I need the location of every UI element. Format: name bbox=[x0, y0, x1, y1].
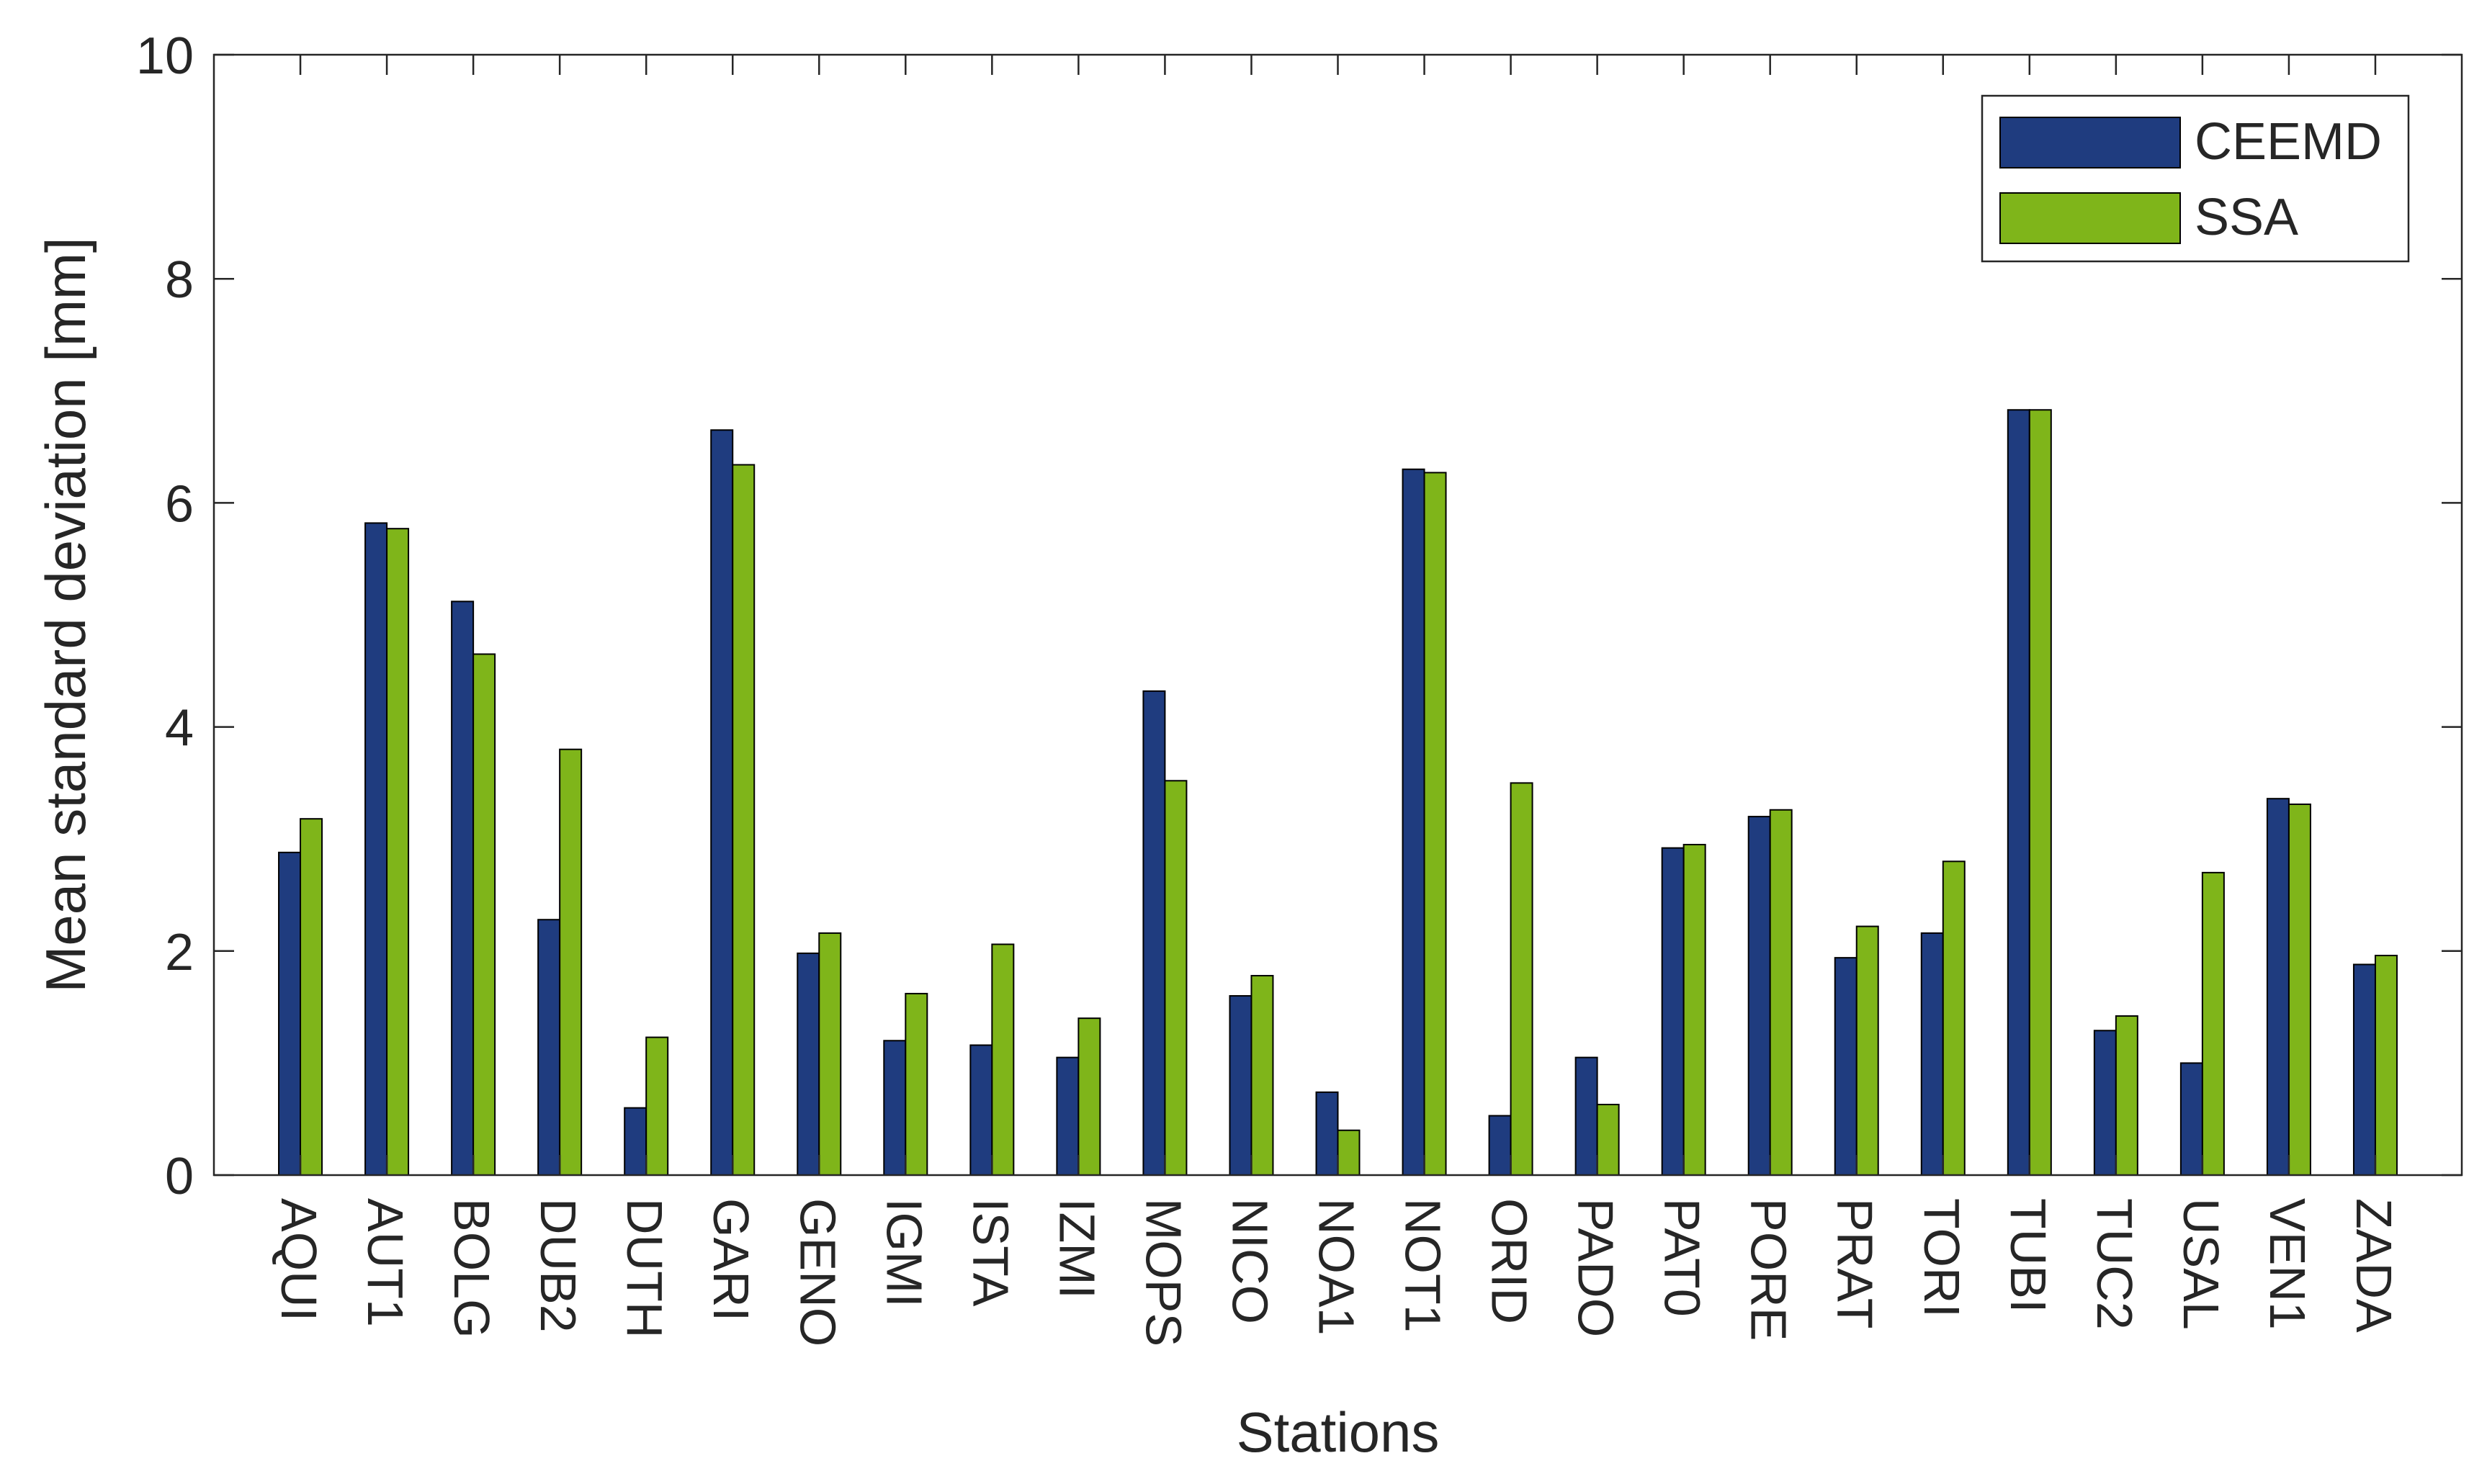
bar-ceemd-duth bbox=[624, 1107, 647, 1177]
legend-label-ssa: SSA bbox=[2195, 189, 2298, 246]
bar-ceemd-mops bbox=[1142, 690, 1166, 1176]
bar-ceemd-geno bbox=[797, 952, 820, 1176]
bars-layer bbox=[278, 409, 2398, 1177]
y-tick-label: 0 bbox=[165, 1148, 194, 1205]
x-tick-label-prat: PRAT bbox=[1827, 1198, 1883, 1329]
legend-swatch-ceemd bbox=[1999, 117, 2181, 168]
axes-layer bbox=[212, 53, 2463, 1177]
bar-ssa-ven1 bbox=[2287, 803, 2311, 1176]
bar-ssa-pat0 bbox=[1682, 843, 1706, 1176]
bar-ceemd-gari bbox=[710, 429, 734, 1176]
x-tick-label-igmi: IGMI bbox=[876, 1198, 932, 1308]
x-tick-label-tuc2: TUC2 bbox=[2087, 1198, 2143, 1330]
bar-ssa-prat bbox=[1855, 925, 1879, 1176]
bar-ssa-noa1 bbox=[1337, 1129, 1361, 1177]
bar-ceemd-noa1 bbox=[1315, 1091, 1339, 1176]
y-tick-label: 2 bbox=[165, 924, 194, 981]
x-tick-label-tubi: TUBI bbox=[2000, 1198, 2056, 1313]
x-tick-label-ven1: VEN1 bbox=[2259, 1198, 2316, 1330]
bar-ceemd-bolg bbox=[451, 601, 475, 1176]
bar-ssa-bolg bbox=[472, 653, 496, 1176]
bar-ceemd-usal bbox=[2179, 1062, 2203, 1177]
x-tick-label-usal: USAL bbox=[2173, 1198, 2229, 1330]
x-tick-label-geno: GENO bbox=[789, 1198, 846, 1346]
labels-layer: 0 2 4 6 8 10 AQUI AUT1 BOLG DUB2 DUTH GARI GENO IGMI I… bbox=[34, 27, 2402, 1464]
bar-ceemd-tubi bbox=[2007, 409, 2030, 1177]
x-tick-label-ista: ISTA bbox=[962, 1198, 1018, 1307]
x-tick-label-dub2: DUB2 bbox=[530, 1198, 586, 1333]
bar-ssa-mops bbox=[1164, 780, 1188, 1176]
bar-ceemd-aqui bbox=[278, 851, 302, 1176]
legend-label-ceemd: CEEMD bbox=[2195, 113, 2382, 171]
x-tick-label-bolg: BOLG bbox=[444, 1198, 500, 1339]
x-tick-label-not1: NOT1 bbox=[1395, 1198, 1451, 1333]
legend: CEEMD SSA bbox=[1981, 94, 2410, 263]
y-tick-label: 6 bbox=[165, 475, 194, 533]
bar-ceemd-ven1 bbox=[2266, 798, 2290, 1176]
bar-ceemd-tori bbox=[1920, 932, 1944, 1177]
bar-ceemd-zada bbox=[2352, 963, 2376, 1177]
bar-ceemd-izmi bbox=[1056, 1056, 1080, 1176]
bar-ceemd-ista bbox=[969, 1044, 993, 1177]
y-tick-label: 8 bbox=[165, 251, 194, 309]
bar-ceemd-orid bbox=[1488, 1115, 1512, 1176]
x-tick-label-nico: NICO bbox=[1222, 1198, 1278, 1324]
y-tick-label: 10 bbox=[136, 27, 194, 85]
bar-ssa-tubi bbox=[2028, 409, 2052, 1177]
x-tick-label-aut1: AUT1 bbox=[357, 1198, 413, 1327]
x-tick-label-gari: GARI bbox=[703, 1198, 759, 1321]
bar-ceemd-igmi bbox=[883, 1040, 907, 1177]
bar-ssa-nico bbox=[1250, 975, 1274, 1176]
bar-ssa-zada bbox=[2374, 955, 2398, 1177]
x-tick-label-pat0: PAT0 bbox=[1654, 1198, 1711, 1317]
bar-ssa-ista bbox=[991, 943, 1015, 1176]
x-tick-label-zada: ZADA bbox=[2346, 1198, 2402, 1333]
bar-ssa-aqui bbox=[300, 818, 323, 1177]
bar-ceemd-prat bbox=[1834, 957, 1858, 1176]
bar-ceemd-pore bbox=[1747, 816, 1771, 1176]
x-tick-label-aqui: AQUI bbox=[271, 1198, 327, 1321]
x-tick-label-izmi: IZMI bbox=[1049, 1198, 1105, 1299]
bar-ssa-pore bbox=[1769, 809, 1793, 1177]
x-tick-label-pado: PADO bbox=[1568, 1198, 1624, 1337]
bar-ssa-usal bbox=[2201, 871, 2225, 1176]
bar-ceemd-aut1 bbox=[364, 522, 388, 1176]
bar-ssa-aut1 bbox=[386, 528, 410, 1176]
x-tick-label-duth: DUTH bbox=[617, 1198, 673, 1338]
bar-ssa-geno bbox=[818, 932, 842, 1177]
x-tick-label-mops: MOPS bbox=[1135, 1198, 1191, 1346]
bar-ceemd-dub2 bbox=[537, 919, 561, 1177]
bar-ceemd-pat0 bbox=[1661, 847, 1685, 1176]
legend-swatch-ssa bbox=[1999, 192, 2181, 244]
bar-ssa-pado bbox=[1596, 1103, 1620, 1177]
bar-ceemd-not1 bbox=[1402, 468, 1425, 1176]
bar-ssa-gari bbox=[732, 464, 756, 1176]
bar-ssa-duth bbox=[645, 1036, 669, 1177]
bar-ssa-tuc2 bbox=[2115, 1015, 2138, 1176]
x-tick-label-pore: PORE bbox=[1741, 1198, 1797, 1341]
y-axis-label: Mean standard deviation [mm] bbox=[34, 237, 97, 992]
bar-ceemd-tuc2 bbox=[2093, 1030, 2117, 1176]
bar-ssa-orid bbox=[1510, 782, 1533, 1176]
bar-ssa-izmi bbox=[1077, 1017, 1101, 1177]
bar-ssa-igmi bbox=[905, 992, 928, 1176]
bar-ssa-not1 bbox=[1423, 472, 1447, 1176]
x-tick-label-orid: ORID bbox=[1482, 1198, 1538, 1324]
y-tick-label: 4 bbox=[165, 700, 194, 757]
bar-ceemd-nico bbox=[1229, 995, 1253, 1177]
bar-ceemd-pado bbox=[1574, 1056, 1598, 1176]
bar-ssa-dub2 bbox=[559, 748, 583, 1176]
x-axis-label: Stations bbox=[1237, 1400, 1440, 1464]
x-tick-label-tori: TORI bbox=[1914, 1198, 1970, 1318]
bar-ssa-tori bbox=[1942, 860, 1966, 1176]
x-tick-label-noa1: NOA1 bbox=[1309, 1198, 1365, 1336]
